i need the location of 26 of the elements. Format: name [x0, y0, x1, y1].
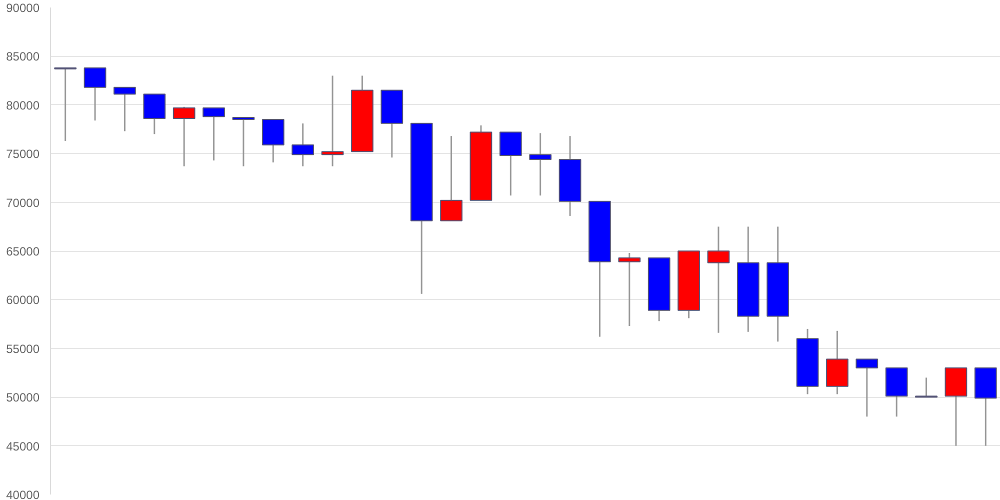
- y-tick-label: 60000: [6, 293, 40, 308]
- y-tick-label: 50000: [6, 390, 40, 405]
- candlestick: [440, 135, 462, 222]
- y-tick-label: 75000: [6, 147, 40, 162]
- candlestick: [856, 358, 878, 418]
- candlestick: [321, 74, 344, 168]
- candlestick: [172, 106, 196, 168]
- candlestick: [499, 131, 522, 196]
- y-tick-label: 90000: [6, 1, 40, 15]
- y-tick-label: 40000: [6, 488, 40, 500]
- candlestick: [292, 122, 314, 168]
- candlestick: [915, 376, 938, 398]
- y-tick-label: 65000: [6, 244, 40, 258]
- y-tick-label: 80000: [6, 98, 40, 112]
- candlestick: [618, 252, 641, 327]
- y-tick-label: 70000: [6, 196, 40, 210]
- y-tick-label: 85000: [6, 50, 40, 64]
- candlestick: [529, 132, 552, 196]
- candlestick: [54, 67, 77, 142]
- candlestick: [84, 67, 106, 122]
- candlestick: [114, 86, 136, 132]
- candlestick: [202, 107, 225, 162]
- y-tick-label: 55000: [6, 342, 40, 356]
- candlestick: [232, 116, 255, 168]
- y-tick-label: 45000: [6, 439, 40, 454]
- candlestick: [707, 226, 730, 334]
